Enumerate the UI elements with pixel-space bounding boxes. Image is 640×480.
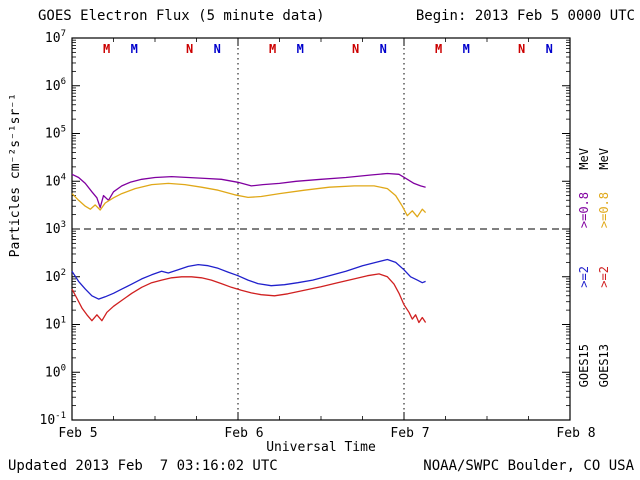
source-attribution: NOAA/SWPC Boulder, CO USA — [423, 458, 634, 474]
svg-text:104: 104 — [45, 172, 66, 189]
svg-text:N: N — [186, 42, 193, 56]
svg-text:M: M — [463, 42, 470, 56]
legend-ge2-goes15: >=2 — [577, 266, 591, 288]
legend-ge2-goes13: >=2 — [597, 266, 611, 288]
svg-text:M: M — [269, 42, 276, 56]
svg-text:N: N — [518, 42, 525, 56]
legend-satellite-goes15: GOES15 — [577, 344, 591, 388]
svg-text:105: 105 — [45, 125, 66, 142]
begin-time-label: Begin: 2013 Feb 5 0000 UTC — [415, 8, 635, 24]
legend-satellite-goes13: GOES13 — [597, 344, 611, 388]
svg-text:101: 101 — [45, 316, 66, 333]
svg-text:M: M — [103, 42, 110, 56]
svg-text:M: M — [131, 42, 138, 56]
legend-unit-goes13: MeV — [597, 148, 611, 170]
svg-text:Feb 8: Feb 8 — [556, 426, 595, 441]
legend-ge08-goes13: >=0.8 — [597, 192, 611, 229]
legend-unit-goes15: MeV — [577, 148, 591, 170]
svg-text:N: N — [352, 42, 359, 56]
plot-title: GOES Electron Flux (5 minute data) — [38, 8, 325, 24]
svg-text:100: 100 — [45, 363, 66, 380]
svg-text:10-1: 10-1 — [40, 411, 67, 428]
svg-text:N: N — [380, 42, 387, 56]
svg-text:M: M — [297, 42, 304, 56]
svg-text:106: 106 — [45, 77, 66, 94]
updated-timestamp: Updated 2013 Feb 7 03:16:02 UTC — [8, 458, 278, 474]
svg-text:107: 107 — [45, 29, 66, 46]
svg-text:Feb 5: Feb 5 — [58, 426, 97, 441]
svg-text:N: N — [214, 42, 221, 56]
legend-ge08-goes15: >=0.8 — [577, 192, 591, 229]
svg-text:102: 102 — [45, 268, 66, 285]
svg-text:103: 103 — [45, 220, 66, 237]
x-axis-label: Universal Time — [266, 440, 376, 455]
y-axis-label: Particles cm⁻²s⁻¹sr⁻¹ — [8, 93, 23, 258]
svg-text:M: M — [435, 42, 442, 56]
svg-text:Feb 6: Feb 6 — [224, 426, 263, 441]
svg-text:Feb 7: Feb 7 — [390, 426, 429, 441]
svg-text:N: N — [546, 42, 553, 56]
